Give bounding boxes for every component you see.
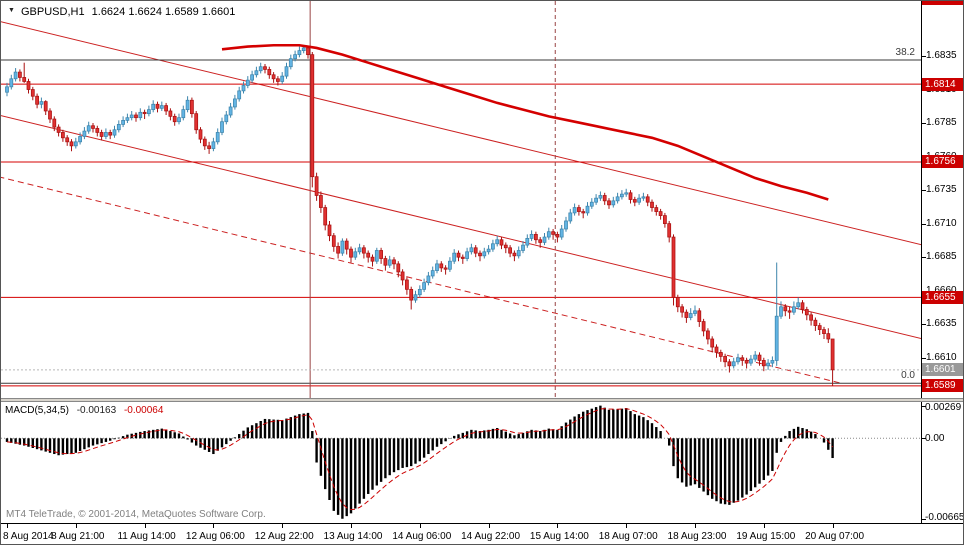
- price-tick-label: 1.6835: [926, 49, 957, 61]
- pane-separator[interactable]: [1, 398, 963, 402]
- price-tick-label: 1.6735: [926, 184, 957, 196]
- price-tick-label: 1.6710: [926, 217, 957, 229]
- chart-menu-icon[interactable]: ▼: [8, 7, 15, 14]
- chart-symbol-period: GBPUSD,H1: [21, 6, 85, 18]
- time-axis-tick: [626, 524, 628, 528]
- level-price-label: 1.6756: [922, 155, 963, 169]
- time-axis[interactable]: 8 Aug 2014 8 Aug 21:00 11 Aug 14:00 12 Aug …: [1, 523, 963, 544]
- time-axis-tick: [488, 524, 490, 528]
- macd-scale-tick: [922, 405, 926, 407]
- level-price-label: 1.6655: [922, 290, 963, 304]
- level-price-label: 1.6878: [922, 1, 963, 5]
- ma-trend-line: [221, 43, 829, 201]
- time-axis-label: 8 Aug 21:00: [51, 531, 105, 542]
- time-axis-label: 19 Aug 15:00: [736, 531, 796, 542]
- time-axis-tick: [763, 524, 765, 528]
- time-axis-label: 8 Aug 2014: [3, 531, 54, 542]
- time-axis-tick: [832, 524, 834, 528]
- macd-scale-label: 0.00: [925, 433, 945, 445]
- time-axis-label: 14 Aug 22:00: [461, 531, 521, 542]
- price-scale-tick: [922, 123, 926, 125]
- price-tick-label: 1.6660: [926, 285, 957, 297]
- level-price-label: 1.6589: [922, 379, 963, 393]
- vertical-lines: [309, 1, 556, 398]
- time-axis-tick: [419, 524, 421, 528]
- macd-histogram: [5, 405, 834, 519]
- time-axis-label: 14 Aug 06:00: [392, 531, 452, 542]
- price-scale-tick: [922, 190, 926, 192]
- macd-indicator-label: MACD(5,34,5) -0.00163 -0.00064: [5, 405, 168, 416]
- time-axis-tick: [7, 524, 8, 528]
- price-scale-tick: [922, 257, 926, 259]
- price-tick-label: 1.6610: [926, 351, 957, 363]
- macd-scale-label: 0.00269: [925, 402, 962, 413]
- macd-main-value: -0.00163: [76, 405, 117, 416]
- time-axis-label: 13 Aug 14:00: [323, 531, 383, 542]
- price-tick-label: 1.6635: [926, 318, 957, 330]
- macd-signal-value: -0.00064: [123, 405, 164, 416]
- time-axis-tick: [557, 524, 559, 528]
- time-axis-label: 11 Aug 14:00: [117, 531, 176, 542]
- time-axis-label: 20 Aug 07:00: [805, 531, 865, 542]
- time-axis-label: 18 Aug 23:00: [667, 531, 727, 542]
- macd-scale[interactable]: 0.00269 0.00 -0.00665: [921, 402, 964, 523]
- horizontal-level-lines: [1, 83, 921, 387]
- time-axis-tick: [695, 524, 696, 528]
- macd-indicator-pane[interactable]: MACD(5,34,5) -0.00163 -0.00064 MT4 TeleT…: [1, 402, 921, 523]
- macd-signal-line: [6, 408, 833, 511]
- time-axis-label: 12 Aug 22:00: [254, 531, 314, 542]
- macd-scale-tick: [922, 518, 926, 520]
- time-axis-label: 12 Aug 06:00: [185, 531, 245, 542]
- price-tick-label: 1.6685: [926, 251, 957, 263]
- copyright-text: MT4 TeleTrade, © 2001-2014, MetaQuotes S…: [6, 509, 266, 520]
- chart-title: GBPUSD,H1 1.6624 1.6624 1.6589 1.6601: [21, 6, 239, 18]
- price-scale-tick: [922, 357, 926, 359]
- time-axis-label: 15 Aug 14:00: [529, 531, 589, 542]
- price-scale-tick: [922, 55, 926, 57]
- fib-level-label: 0.0: [901, 370, 915, 382]
- bid-price-label: 1.6601: [922, 363, 963, 377]
- fib-level-label: 38.2: [895, 47, 915, 58]
- level-price-label: 1.6814: [922, 77, 963, 91]
- time-axis-tick: [144, 524, 146, 528]
- time-axis-tick: [351, 524, 352, 528]
- trendlines: [1, 21, 921, 384]
- price-scale[interactable]: 1.68351.68101.67851.67601.67351.67101.66…: [921, 1, 963, 398]
- time-axis-label: 18 Aug 07:00: [598, 531, 658, 542]
- macd-name: MACD(5,34,5): [5, 405, 69, 416]
- price-scale-tick: [922, 223, 926, 225]
- fibonacci-lines: [1, 59, 921, 384]
- time-axis-tick: [282, 524, 284, 528]
- price-scale-tick: [922, 324, 926, 326]
- price-chart-canvas[interactable]: [1, 1, 921, 398]
- macd-scale-tick: [922, 438, 926, 440]
- candles: [5, 46, 835, 386]
- macd-chart-canvas[interactable]: [1, 402, 921, 523]
- time-axis-tick: [213, 524, 215, 528]
- price-chart-pane[interactable]: ▼ GBPUSD,H1 1.6624 1.6624 1.6589 1.6601 …: [1, 1, 921, 398]
- chart-ohlc-values: 1.6624 1.6624 1.6589 1.6601: [91, 6, 236, 18]
- time-axis-tick: [75, 524, 77, 528]
- price-tick-label: 1.6785: [926, 117, 957, 129]
- macd-scale-label: -0.00665: [925, 512, 964, 523]
